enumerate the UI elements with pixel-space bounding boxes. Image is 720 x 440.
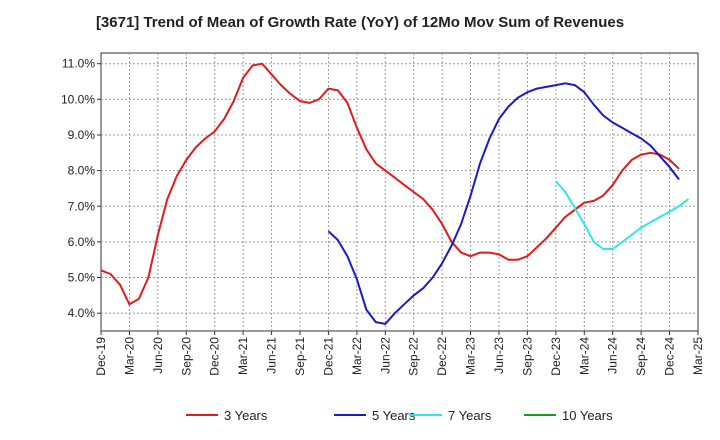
grid bbox=[101, 53, 698, 331]
x-axis: Dec-19 Mar-20 Jun-20 Sep-20 Dec-20 Mar-21 Jun-… bbox=[94, 331, 705, 376]
series-line-3-years bbox=[100, 62, 680, 306]
y-tick-label: 7.0% bbox=[68, 199, 96, 213]
x-tick-label: Jun-20 bbox=[151, 337, 165, 374]
x-tick-label: Dec-23 bbox=[549, 337, 563, 376]
y-tick-label: 8.0% bbox=[68, 164, 96, 178]
chart-title: [3671] Trend of Mean of Growth Rate (YoY… bbox=[95, 14, 625, 31]
legend-label: 10 Years bbox=[562, 408, 613, 423]
y-tick-label: 9.0% bbox=[68, 128, 96, 142]
x-tick-label: Jun-21 bbox=[265, 337, 279, 374]
x-tick-label: Dec-22 bbox=[435, 337, 449, 376]
series-line-5-years bbox=[327, 82, 680, 325]
x-tick-label: Sep-21 bbox=[293, 337, 307, 376]
y-tick-label: 5.0% bbox=[68, 271, 96, 285]
x-tick-label: Mar-24 bbox=[577, 337, 591, 375]
legend-label: 7 Years bbox=[448, 408, 492, 423]
x-tick-label: Sep-22 bbox=[407, 337, 421, 376]
x-tick-label: Dec-20 bbox=[208, 337, 222, 376]
legend-label: 5 Years bbox=[372, 408, 416, 423]
x-tick-label: Jun-24 bbox=[606, 337, 620, 374]
x-tick-label: Mar-22 bbox=[350, 337, 364, 375]
legend-label: 3 Years bbox=[224, 408, 268, 423]
x-tick-label: Mar-23 bbox=[464, 337, 478, 375]
x-tick-label: Mar-21 bbox=[236, 337, 250, 375]
y-tick-label: 11.0% bbox=[62, 57, 95, 71]
x-tick-label: Sep-20 bbox=[179, 337, 193, 376]
y-tick-label: 6.0% bbox=[68, 235, 96, 249]
x-tick-label: Dec-21 bbox=[321, 337, 335, 376]
y-axis: 4.0% 5.0% 6.0% 7.0% 8.0% 9.0% 10.0% 11.0% bbox=[61, 57, 101, 320]
x-tick-label: Mar-25 bbox=[691, 337, 705, 375]
x-tick-label: Sep-23 bbox=[520, 337, 534, 376]
plot-area bbox=[100, 52, 699, 332]
x-tick-label: Jun-23 bbox=[492, 337, 506, 374]
y-tick-label: 10.0% bbox=[61, 92, 95, 106]
x-tick-label: Mar-20 bbox=[122, 337, 136, 375]
x-tick-label: Jun-22 bbox=[378, 337, 392, 374]
legend: 3 Years 5 Years 7 Years 10 Years bbox=[186, 408, 613, 423]
series-lines bbox=[100, 62, 690, 325]
x-tick-label: Dec-24 bbox=[663, 337, 677, 376]
x-tick-label: Dec-19 bbox=[94, 337, 108, 376]
y-tick-label: 4.0% bbox=[68, 306, 96, 320]
x-tick-label: Sep-24 bbox=[634, 337, 648, 376]
series-line-7-years bbox=[555, 180, 690, 250]
